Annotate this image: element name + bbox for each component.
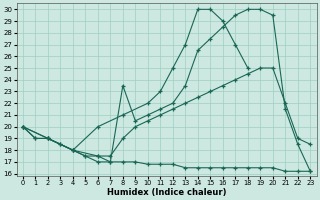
X-axis label: Humidex (Indice chaleur): Humidex (Indice chaleur): [107, 188, 226, 197]
